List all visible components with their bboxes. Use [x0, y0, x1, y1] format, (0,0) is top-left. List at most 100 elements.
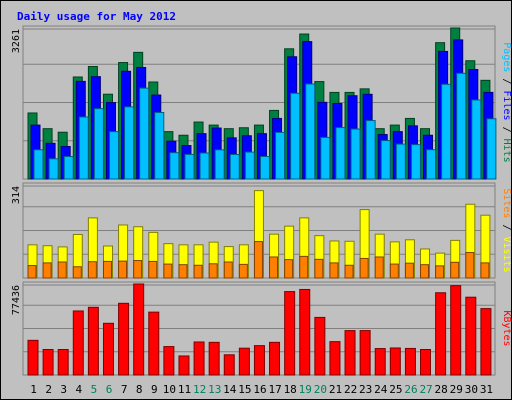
- x-tick-label-day-2: 2: [45, 383, 52, 396]
- bar-kbytes-day-21: [329, 341, 341, 376]
- bar-pages-day-3: [63, 155, 74, 180]
- bar-pages-day-29: [456, 72, 467, 180]
- x-tick-label-day-3: 3: [60, 383, 67, 396]
- y-max-label: 314: [11, 186, 22, 204]
- bar-kbytes-day-8: [133, 283, 145, 376]
- chart-title: Daily usage for May 2012: [17, 10, 176, 23]
- bar-sites-day-15: [238, 263, 248, 279]
- bar-pages-day-25: [395, 143, 406, 180]
- bar-pages-day-5: [93, 108, 104, 180]
- x-tick-label-day-26: 26: [404, 383, 417, 396]
- x-tick-label-day-24: 24: [374, 383, 388, 396]
- bar-pages-day-21: [335, 127, 346, 180]
- bar-pages-day-27: [426, 149, 437, 180]
- bar-kbytes-day-16: [253, 345, 265, 376]
- bar-pages-day-20: [320, 136, 331, 180]
- bar-kbytes-day-13: [208, 341, 220, 376]
- legend-kbytes: KBytes: [501, 310, 511, 346]
- bar-sites-day-2: [42, 262, 52, 279]
- bar-kbytes-day-27: [420, 348, 432, 376]
- bar-pages-day-16: [259, 155, 270, 180]
- bar-pages-day-1: [33, 149, 44, 180]
- bar-kbytes-day-29: [450, 285, 462, 376]
- bar-pages-day-12: [199, 152, 210, 180]
- bar-kbytes-day-1: [27, 339, 39, 376]
- bar-kbytes-day-14: [223, 354, 235, 376]
- bar-sites-day-28: [435, 265, 445, 279]
- x-tick-label-day-28: 28: [435, 383, 448, 396]
- bar-kbytes-day-23: [359, 330, 371, 376]
- x-tick-label-day-18: 18: [284, 383, 297, 396]
- bar-pages-day-6: [108, 131, 119, 180]
- x-tick-label-day-9: 9: [151, 383, 158, 396]
- bar-kbytes-day-31: [480, 308, 492, 376]
- x-tick-label-day-21: 21: [329, 383, 342, 396]
- bar-pages-day-14: [229, 154, 240, 180]
- bar-sites-day-11: [178, 264, 188, 279]
- bar-sites-day-10: [163, 263, 173, 279]
- bar-sites-day-5: [87, 261, 97, 279]
- bar-sites-day-25: [389, 263, 399, 279]
- x-tick-label-day-6: 6: [106, 383, 113, 396]
- bar-sites-day-20: [314, 258, 324, 279]
- bar-pages-day-24: [380, 140, 391, 180]
- bar-kbytes-day-26: [404, 347, 416, 376]
- side-label-visits: Sites / Visits: [501, 188, 511, 272]
- bar-sites-day-16: [253, 241, 263, 279]
- bar-kbytes-day-2: [42, 348, 54, 376]
- legend-visits: Visits: [501, 237, 511, 273]
- bar-sites-day-19: [299, 255, 309, 279]
- panel-kbytes: 77436 KBytes: [11, 281, 511, 376]
- x-axis-labels: 1 2 3 4 5 6 7 8 9 10 11 12 13 14 15 16 17 18 19 20 21 22 23 24 2…: [30, 383, 493, 396]
- bar-sites-day-23: [359, 257, 369, 279]
- legend-pages: Pages: [501, 42, 511, 72]
- bar-kbytes-day-6: [102, 322, 114, 376]
- x-tick-label-day-20: 20: [314, 383, 327, 396]
- bar-kbytes-day-15: [238, 347, 250, 376]
- bar-sites-day-13: [208, 263, 218, 279]
- bar-kbytes-day-22: [344, 330, 356, 376]
- bar-kbytes-day-17: [269, 341, 281, 376]
- bar-sites-day-17: [269, 256, 279, 279]
- bar-pages-day-18: [290, 92, 301, 180]
- bar-sites-day-30: [465, 252, 475, 279]
- x-tick-label-day-30: 30: [465, 383, 478, 396]
- bar-pages-day-31: [486, 118, 497, 180]
- x-tick-label-day-15: 15: [238, 383, 251, 396]
- legend-files: Files: [501, 90, 511, 120]
- x-tick-label-day-10: 10: [163, 383, 176, 396]
- bar-kbytes-day-24: [374, 348, 386, 376]
- x-tick-label-day-4: 4: [76, 383, 83, 396]
- bar-sites-day-27: [420, 264, 430, 279]
- x-tick-label-day-7: 7: [121, 383, 128, 396]
- x-tick-label-day-19: 19: [299, 383, 312, 396]
- x-tick-label-day-14: 14: [223, 383, 237, 396]
- bar-sites-day-7: [118, 260, 128, 279]
- x-tick-label-day-8: 8: [136, 383, 143, 396]
- bar-kbytes-day-10: [163, 346, 175, 376]
- bar-sites-day-3: [57, 261, 67, 279]
- bar-pages-day-26: [410, 144, 421, 180]
- bar-pages-day-4: [78, 116, 89, 180]
- bar-pages-day-10: [169, 152, 180, 180]
- bar-kbytes-day-12: [193, 341, 205, 376]
- x-tick-label-day-11: 11: [178, 383, 191, 396]
- bar-kbytes-day-19: [299, 288, 311, 376]
- bar-sites-day-6: [102, 260, 112, 279]
- bar-sites-day-4: [72, 266, 82, 279]
- bar-pages-day-30: [471, 99, 482, 180]
- bar-kbytes-day-20: [314, 316, 326, 376]
- panel-visits: 314 Sites / Visits: [11, 182, 511, 279]
- x-tick-label-day-5: 5: [91, 383, 98, 396]
- bar-kbytes-day-7: [118, 302, 130, 376]
- side-label-hits: Pages / Files / Hits: [501, 42, 511, 162]
- x-tick-label-day-25: 25: [389, 383, 402, 396]
- bar-kbytes-day-3: [57, 348, 69, 376]
- bar-sites-day-24: [374, 256, 384, 279]
- x-tick-label-day-12: 12: [193, 383, 206, 396]
- bar-kbytes-day-5: [87, 306, 99, 376]
- bar-pages-day-15: [244, 151, 255, 180]
- chart-panels: 3261 Pages / Files / Hits 314 Sites / Visit…: [11, 25, 511, 376]
- bar-sites-day-8: [133, 260, 143, 279]
